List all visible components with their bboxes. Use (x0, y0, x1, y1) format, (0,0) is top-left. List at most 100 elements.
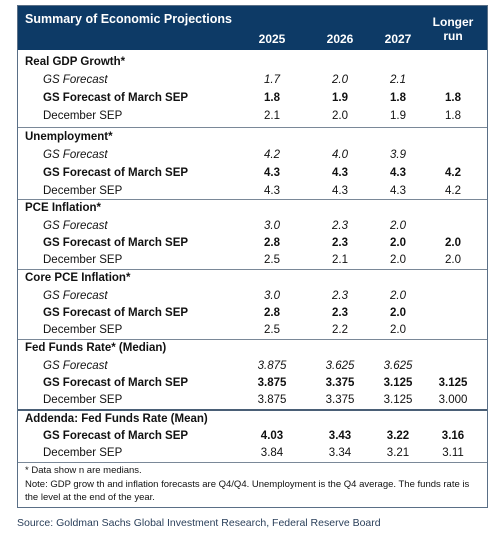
section-title-row: Unemployment* (18, 129, 487, 147)
cell-2025: 3.0 (264, 220, 280, 232)
cell-2027: 2.0 (390, 237, 406, 249)
row-label: GS Forecast of March SEP (43, 237, 189, 249)
cell-2026: 4.3 (332, 167, 348, 179)
cell-2026: 2.0 (332, 110, 348, 122)
section-title-row: Real GDP Growth* (18, 54, 487, 72)
section-title-row: Core PCE Inflation* (18, 270, 487, 288)
column-header-2027: 2027 (384, 32, 412, 46)
cell-longer-run: 4.2 (445, 185, 461, 197)
projections-table: Summary of Economic Projections 2025 202… (17, 5, 488, 508)
table-row: GS Forecast 1.7 2.0 2.1 (18, 72, 487, 90)
cell-2027: 4.3 (390, 185, 406, 197)
row-label: GS Forecast of March SEP (43, 307, 189, 319)
row-label: December SEP (43, 324, 123, 336)
table-row: GS Forecast 3.0 2.3 2.0 (18, 288, 487, 306)
source-line: Source: Goldman Sachs Global Investment … (17, 517, 381, 529)
row-label: GS Forecast of March SEP (43, 377, 189, 389)
row-label: December SEP (43, 447, 123, 459)
cell-2025: 1.8 (264, 92, 280, 104)
footnote-definitions: Note: GDP grow th and inflation forecast… (25, 479, 470, 503)
cell-2027: 3.21 (386, 447, 410, 459)
row-label: GS Forecast of March SEP (43, 92, 189, 104)
cell-2026: 3.625 (325, 360, 355, 372)
cell-longer-run: 3.11 (442, 447, 464, 459)
row-label: December SEP (43, 254, 123, 266)
table-row: GS Forecast 3.875 3.625 3.625 (18, 358, 487, 376)
row-label: December SEP (43, 185, 123, 197)
row-label: GS Forecast (43, 149, 108, 161)
cell-longer-run: 2.0 (445, 237, 461, 249)
table-row: December SEP 2.1 2.0 1.9 1.8 (18, 108, 487, 126)
table-row: GS Forecast of March SEP 1.8 1.9 1.8 1.8 (18, 90, 487, 108)
longer-run-line2: run (443, 29, 463, 43)
table-row: December SEP 3.875 3.375 3.125 3.000 (18, 392, 487, 410)
cell-2025: 4.03 (260, 430, 284, 442)
section-divider (18, 339, 487, 340)
cell-2026: 2.3 (332, 290, 348, 302)
cell-2027: 2.0 (390, 307, 406, 319)
section-title: Unemployment* (25, 131, 113, 143)
cell-longer-run: 4.2 (445, 167, 461, 179)
cell-longer-run: 2.0 (445, 254, 461, 266)
cell-2026: 2.1 (332, 254, 348, 266)
cell-longer-run: 3.16 (441, 430, 465, 442)
cell-2027: 2.0 (390, 290, 406, 302)
section-divider (18, 199, 487, 200)
footnote-medians: * Data show n are medians. (25, 465, 142, 476)
row-label: GS Forecast (43, 290, 108, 302)
table-title: Summary of Economic Projections (25, 12, 232, 26)
section-title-row: PCE Inflation* (18, 200, 487, 218)
section-title: Core PCE Inflation* (25, 272, 131, 284)
table-row: December SEP 4.3 4.3 4.3 4.2 (18, 183, 487, 201)
cell-2026: 3.375 (325, 377, 355, 389)
table-row: GS Forecast of March SEP 2.8 2.3 2.0 2.0 (18, 235, 487, 253)
longer-run-line1: Longer (432, 15, 474, 29)
table-row: GS Forecast of March SEP 4.03 3.43 3.22 … (18, 428, 487, 446)
row-label: GS Forecast of March SEP (43, 167, 189, 179)
section-divider (18, 269, 487, 270)
cell-2027: 2.0 (390, 324, 406, 336)
table-header: Summary of Economic Projections 2025 202… (18, 6, 487, 50)
cell-longer-run: 3.000 (438, 394, 468, 406)
cell-2025: 3.875 (257, 360, 287, 372)
cell-2026: 2.3 (332, 307, 348, 319)
table-row: GS Forecast of March SEP 4.3 4.3 4.3 4.2 (18, 165, 487, 183)
cell-2026: 3.375 (325, 394, 355, 406)
cell-2025: 3.875 (257, 394, 287, 406)
section-divider (18, 127, 487, 128)
cell-2026: 2.2 (332, 324, 348, 336)
row-label: GS Forecast (43, 74, 108, 86)
cell-2027: 2.1 (390, 74, 406, 86)
cell-2027: 1.9 (390, 110, 406, 122)
cell-2026: 2.0 (332, 74, 348, 86)
column-header-2026: 2026 (326, 32, 354, 46)
cell-2027: 2.0 (390, 254, 406, 266)
cell-2026: 2.3 (332, 237, 348, 249)
row-label: December SEP (43, 394, 123, 406)
cell-2025: 3.84 (260, 447, 284, 459)
cell-2027: 3.9 (390, 149, 406, 161)
cell-2025: 1.7 (264, 74, 280, 86)
section-title: PCE Inflation* (25, 202, 102, 214)
column-header-2025: 2025 (258, 32, 286, 46)
cell-2025: 2.8 (264, 307, 280, 319)
row-label: GS Forecast of March SEP (43, 430, 189, 442)
cell-2026: 3.34 (328, 447, 352, 459)
column-header-longer-run: Longer run (422, 15, 484, 43)
section-title: Fed Funds Rate* (Median) (25, 342, 167, 354)
cell-2027: 2.0 (390, 220, 406, 232)
cell-2026: 4.0 (332, 149, 348, 161)
cell-2027: 3.125 (383, 377, 413, 389)
cell-2027: 4.3 (390, 167, 406, 179)
cell-2025: 4.3 (264, 167, 280, 179)
section-title: Real GDP Growth* (25, 56, 126, 68)
cell-2025: 3.0 (264, 290, 280, 302)
table-row: December SEP 3.84 3.34 3.21 3.11 (18, 445, 487, 463)
addenda-divider (18, 409, 487, 411)
cell-2026: 3.43 (328, 430, 352, 442)
cell-2027: 1.8 (390, 92, 406, 104)
cell-2027: 3.625 (383, 360, 413, 372)
row-label: GS Forecast (43, 360, 108, 372)
cell-2025: 2.5 (264, 324, 280, 336)
table-row: GS Forecast of March SEP 2.8 2.3 2.0 (18, 305, 487, 323)
